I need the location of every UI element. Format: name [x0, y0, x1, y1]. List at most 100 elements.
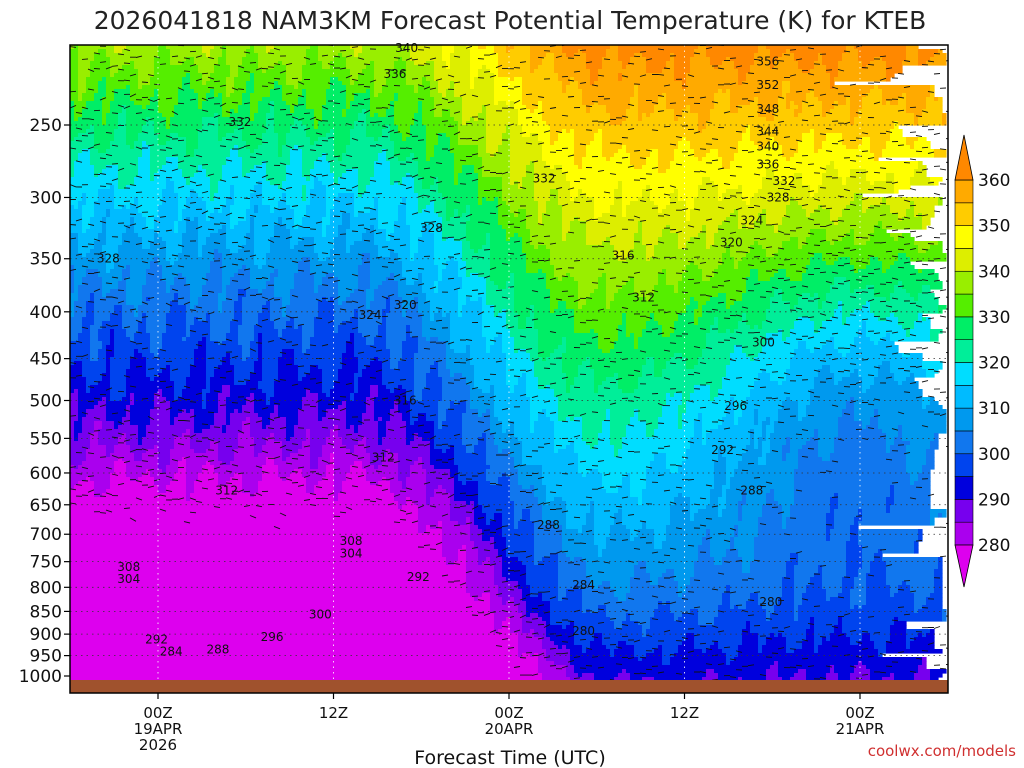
theta-band-cell — [262, 369, 279, 374]
theta-band-cell — [186, 197, 203, 202]
theta-band-cell — [514, 429, 531, 434]
theta-band-cell — [318, 257, 327, 262]
theta-band-cell — [438, 369, 451, 374]
theta-band-cell — [718, 325, 739, 330]
theta-band-cell — [338, 53, 343, 58]
theta-band-cell — [134, 141, 143, 146]
theta-band-cell — [346, 97, 355, 102]
theta-band-cell — [94, 297, 127, 302]
theta-band-cell — [850, 349, 899, 354]
theta-band-cell — [562, 45, 611, 50]
theta-band-cell — [678, 317, 695, 322]
theta-band-cell — [78, 77, 87, 82]
theta-band-cell — [718, 229, 775, 234]
theta-band-cell — [786, 93, 807, 98]
theta-band-cell — [202, 165, 223, 170]
theta-band-cell — [330, 213, 343, 218]
theta-band-cell — [718, 65, 735, 70]
theta-band-cell — [406, 337, 419, 342]
theta-band-cell — [594, 373, 615, 378]
theta-band-cell — [490, 425, 503, 430]
theta-band-cell — [82, 209, 95, 214]
theta-band-cell — [790, 181, 803, 186]
theta-band-cell — [486, 105, 515, 110]
theta-band-cell — [742, 317, 747, 322]
theta-band-cell — [530, 353, 539, 358]
theta-band-cell — [106, 93, 115, 98]
theta-band-cell — [274, 409, 279, 414]
theta-band-cell — [114, 353, 135, 358]
theta-band-cell — [198, 317, 207, 322]
theta-band-cell — [882, 89, 931, 94]
theta-band-cell — [110, 385, 127, 390]
theta-band-cell — [170, 53, 207, 58]
theta-band-cell — [346, 345, 355, 350]
theta-band-cell — [698, 113, 711, 118]
theta-band-cell — [814, 429, 819, 434]
theta-band-cell — [470, 345, 487, 350]
theta-band-cell — [622, 441, 691, 446]
theta-band-cell — [218, 365, 235, 370]
theta-band-cell — [178, 161, 227, 166]
theta-band-cell — [118, 121, 127, 126]
theta-band-cell — [618, 257, 627, 262]
theta-band-cell — [366, 301, 371, 306]
theta-band-cell — [782, 221, 835, 226]
theta-band-cell — [290, 317, 295, 322]
theta-band-cell — [70, 321, 83, 326]
theta-band-cell — [270, 401, 303, 406]
theta-band-cell — [490, 385, 495, 390]
theta-band-cell — [382, 317, 387, 322]
theta-band-cell — [454, 49, 471, 54]
theta-band-cell — [686, 265, 699, 270]
theta-band-cell — [126, 433, 139, 438]
theta-band-cell — [902, 93, 907, 98]
theta-band-cell — [298, 369, 311, 374]
theta-band-cell — [422, 393, 443, 398]
theta-band-cell — [74, 161, 91, 166]
theta-band-cell — [638, 109, 655, 114]
theta-band-cell — [686, 401, 731, 406]
theta-band-cell — [198, 137, 219, 142]
theta-band-cell — [626, 257, 647, 262]
theta-band-cell — [258, 349, 263, 354]
theta-band-cell — [190, 437, 239, 442]
theta-band-cell — [422, 389, 443, 394]
theta-band-cell — [210, 321, 231, 326]
theta-band-cell — [374, 165, 391, 170]
theta-band-cell — [558, 277, 563, 282]
theta-band-cell — [238, 109, 251, 114]
theta-band-cell — [214, 193, 231, 198]
theta-band-cell — [694, 429, 703, 434]
theta-band-cell — [686, 357, 699, 362]
theta-band-cell — [414, 257, 435, 262]
theta-band-cell — [90, 125, 95, 130]
theta-band-cell — [90, 73, 111, 78]
theta-band-cell — [242, 125, 267, 130]
theta-band-cell — [810, 397, 851, 402]
theta-band-cell — [230, 73, 239, 78]
theta-band-cell — [658, 169, 667, 174]
theta-band-cell — [750, 429, 755, 434]
theta-band-cell — [706, 237, 715, 242]
theta-band-cell — [70, 53, 79, 58]
theta-band-cell — [722, 417, 735, 422]
theta-band-cell — [914, 297, 919, 302]
theta-band-cell — [246, 265, 259, 270]
theta-band-cell — [610, 209, 623, 214]
theta-band-cell — [818, 189, 895, 194]
theta-band-cell — [874, 377, 895, 382]
theta-band-cell — [770, 65, 775, 70]
theta-band-cell — [814, 193, 855, 198]
theta-band-cell — [702, 413, 727, 418]
theta-band-cell — [806, 209, 815, 214]
theta-band-cell — [862, 381, 875, 386]
theta-band-cell — [286, 429, 295, 434]
theta-band-cell — [126, 369, 147, 374]
theta-band-cell — [806, 93, 815, 98]
theta-band-cell — [146, 361, 195, 366]
theta-band-cell — [794, 153, 875, 158]
theta-band-cell — [758, 113, 775, 118]
theta-band-cell — [250, 113, 255, 118]
theta-band-cell — [70, 213, 83, 218]
